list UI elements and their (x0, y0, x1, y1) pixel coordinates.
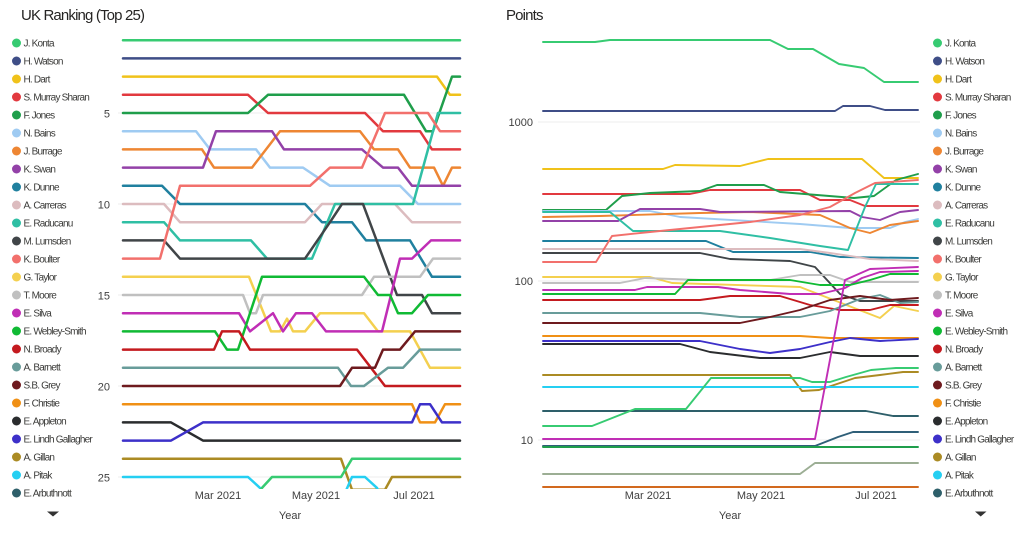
svg-text:K. Swan: K. Swan (24, 165, 56, 176)
svg-text:K. Boulter: K. Boulter (24, 255, 61, 266)
svg-text:Points: Points (506, 7, 543, 24)
svg-text:T. Moore: T. Moore (24, 291, 58, 302)
svg-text:A. Gillan: A. Gillan (945, 453, 976, 464)
svg-text:H. Watson: H. Watson (24, 57, 63, 68)
svg-text:E. Raducanu: E. Raducanu (945, 219, 994, 230)
svg-text:F. Jones: F. Jones (24, 111, 56, 122)
svg-text:A. Carreras: A. Carreras (945, 201, 988, 212)
svg-text:E. Appleton: E. Appleton (24, 417, 67, 428)
svg-text:S. Murray Sharan: S. Murray Sharan (945, 93, 1011, 104)
svg-text:1000: 1000 (509, 117, 533, 129)
svg-text:M. Lumsden: M. Lumsden (24, 237, 71, 248)
svg-text:E. Silva: E. Silva (945, 309, 974, 320)
svg-text:E. Lindh Gallagher: E. Lindh Gallagher (945, 435, 1015, 446)
svg-text:25: 25 (98, 473, 110, 485)
svg-text:5: 5 (104, 109, 110, 121)
svg-text:May 2021: May 2021 (292, 490, 340, 502)
svg-text:S.B. Grey: S.B. Grey (945, 381, 982, 392)
svg-text:A. Barnett: A. Barnett (945, 363, 982, 374)
svg-text:Mar 2021: Mar 2021 (625, 490, 671, 502)
svg-text:Mar 2021: Mar 2021 (195, 490, 241, 502)
svg-text:N. Bains: N. Bains (24, 129, 56, 140)
svg-text:10: 10 (98, 200, 110, 212)
svg-text:G. Taylor: G. Taylor (24, 273, 58, 284)
svg-text:K. Swan: K. Swan (945, 165, 977, 176)
svg-text:J. Konta: J. Konta (24, 39, 56, 50)
svg-text:J. Konta: J. Konta (945, 39, 977, 50)
svg-text:Jul 2021: Jul 2021 (855, 490, 897, 502)
svg-text:A. Pitak: A. Pitak (945, 471, 975, 482)
svg-text:E. Appleton: E. Appleton (945, 417, 988, 428)
svg-text:20: 20 (98, 382, 110, 394)
svg-text:K. Boulter: K. Boulter (945, 255, 982, 266)
svg-text:N. Broady: N. Broady (24, 345, 62, 356)
svg-text:F. Jones: F. Jones (945, 111, 977, 122)
svg-text:E. Webley-Smith: E. Webley-Smith (24, 327, 87, 338)
svg-text:N. Bains: N. Bains (945, 129, 977, 140)
svg-text:UK Ranking (Top 25): UK Ranking (Top 25) (21, 7, 145, 24)
svg-text:15: 15 (98, 291, 110, 303)
svg-text:E. Arbuthnott: E. Arbuthnott (945, 489, 993, 500)
svg-text:E. Raducanu: E. Raducanu (24, 219, 73, 230)
svg-text:Year: Year (279, 510, 302, 522)
svg-text:May 2021: May 2021 (737, 490, 785, 502)
svg-text:E. Webley-Smith: E. Webley-Smith (945, 327, 1008, 338)
svg-text:J. Burrage: J. Burrage (945, 147, 984, 158)
svg-text:E. Lindh Gallagher: E. Lindh Gallagher (24, 435, 94, 446)
svg-text:M. Lumsden: M. Lumsden (945, 237, 992, 248)
svg-text:F. Christie: F. Christie (945, 399, 982, 410)
svg-text:H. Watson: H. Watson (945, 57, 984, 68)
svg-text:A. Pitak: A. Pitak (24, 471, 54, 482)
svg-text:10: 10 (521, 435, 533, 447)
svg-text:E. Silva: E. Silva (24, 309, 53, 320)
svg-text:G. Taylor: G. Taylor (945, 273, 979, 284)
svg-text:N. Broady: N. Broady (945, 345, 983, 356)
svg-text:J. Burrage: J. Burrage (24, 147, 63, 158)
svg-text:S. Murray Sharan: S. Murray Sharan (24, 93, 90, 104)
svg-text:100: 100 (515, 276, 533, 288)
svg-text:H. Dart: H. Dart (945, 75, 972, 86)
svg-text:H. Dart: H. Dart (24, 75, 51, 86)
svg-text:E. Arbuthnott: E. Arbuthnott (24, 489, 72, 500)
svg-text:A. Carreras: A. Carreras (24, 201, 67, 212)
svg-text:F. Christie: F. Christie (24, 399, 61, 410)
svg-text:Jul 2021: Jul 2021 (393, 490, 435, 502)
svg-text:S.B. Grey: S.B. Grey (24, 381, 61, 392)
svg-text:K. Dunne: K. Dunne (945, 183, 982, 194)
svg-text:A. Barnett: A. Barnett (24, 363, 61, 374)
svg-text:Year: Year (719, 510, 742, 522)
svg-text:A. Gillan: A. Gillan (24, 453, 55, 464)
svg-text:K. Dunne: K. Dunne (24, 183, 61, 194)
svg-text:T. Moore: T. Moore (945, 291, 979, 302)
